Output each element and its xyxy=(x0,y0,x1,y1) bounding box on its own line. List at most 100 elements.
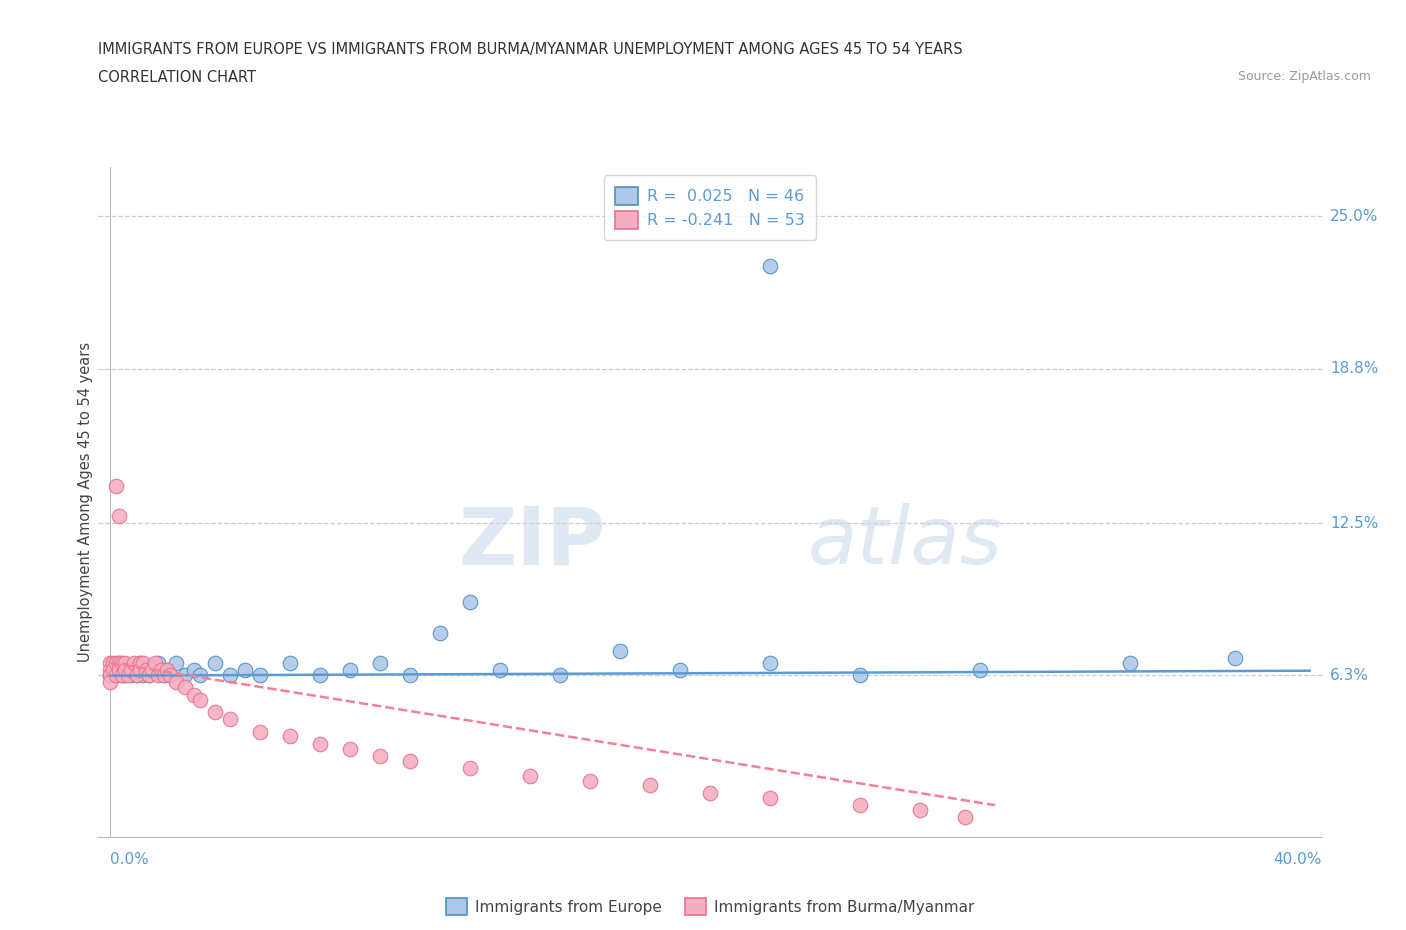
Point xyxy=(669,663,692,678)
Point xyxy=(908,803,931,817)
Point xyxy=(399,753,422,768)
Point xyxy=(105,479,128,494)
Point xyxy=(188,668,211,683)
Point xyxy=(849,798,872,813)
Point xyxy=(159,668,181,683)
Point xyxy=(249,668,271,683)
Point xyxy=(135,660,157,675)
Point xyxy=(145,663,167,678)
Point xyxy=(519,768,541,783)
Point xyxy=(129,663,152,678)
Point xyxy=(1119,656,1142,671)
Point xyxy=(117,660,139,675)
Point xyxy=(458,761,481,776)
Point xyxy=(309,737,332,751)
Point xyxy=(849,668,872,683)
Point xyxy=(108,663,131,678)
Point xyxy=(132,656,155,671)
Point xyxy=(127,668,149,683)
Point xyxy=(124,663,146,678)
Point xyxy=(145,656,167,671)
Text: 40.0%: 40.0% xyxy=(1274,852,1322,867)
Point xyxy=(429,626,451,641)
Text: 12.5%: 12.5% xyxy=(1330,515,1378,530)
Point xyxy=(183,687,205,702)
Point xyxy=(489,663,512,678)
Text: CORRELATION CHART: CORRELATION CHART xyxy=(98,70,256,85)
Point xyxy=(368,656,391,671)
Point xyxy=(339,663,361,678)
Point xyxy=(638,778,661,793)
Text: ZIP: ZIP xyxy=(458,503,606,581)
Point xyxy=(159,668,181,683)
Point xyxy=(309,668,332,683)
Point xyxy=(759,790,782,805)
Point xyxy=(156,663,179,678)
Text: IMMIGRANTS FROM EUROPE VS IMMIGRANTS FROM BURMA/MYANMAR UNEMPLOYMENT AMONG AGES : IMMIGRANTS FROM EUROPE VS IMMIGRANTS FRO… xyxy=(98,42,963,57)
Point xyxy=(609,644,631,658)
Point xyxy=(204,704,226,719)
Point xyxy=(129,663,152,678)
Point xyxy=(249,724,271,739)
Point xyxy=(117,668,139,683)
Point xyxy=(105,656,128,671)
Point xyxy=(103,656,125,671)
Point xyxy=(339,741,361,756)
Point xyxy=(111,668,134,683)
Point xyxy=(132,668,155,683)
Text: 18.8%: 18.8% xyxy=(1330,361,1378,376)
Y-axis label: Unemployment Among Ages 45 to 54 years: Unemployment Among Ages 45 to 54 years xyxy=(77,342,93,662)
Point xyxy=(219,711,242,726)
Point xyxy=(150,663,173,678)
Point xyxy=(114,668,136,683)
Point xyxy=(148,656,170,671)
Point xyxy=(969,663,991,678)
Point xyxy=(219,668,242,683)
Point xyxy=(204,656,226,671)
Point xyxy=(278,729,301,744)
Point xyxy=(458,594,481,609)
Point xyxy=(100,656,122,671)
Point xyxy=(148,668,170,683)
Point xyxy=(153,668,176,683)
Point xyxy=(103,663,125,678)
Point xyxy=(100,663,122,678)
Point xyxy=(108,656,131,671)
Point xyxy=(100,675,122,690)
Point xyxy=(100,668,122,683)
Point xyxy=(127,668,149,683)
Point xyxy=(579,773,602,788)
Point xyxy=(233,663,256,678)
Point xyxy=(111,656,134,671)
Point xyxy=(103,663,125,678)
Point xyxy=(120,663,142,678)
Point xyxy=(368,749,391,764)
Point xyxy=(138,668,160,683)
Text: 6.3%: 6.3% xyxy=(1330,668,1369,683)
Point xyxy=(1223,650,1246,665)
Point xyxy=(188,692,211,707)
Point xyxy=(108,656,131,671)
Point xyxy=(174,668,197,683)
Point xyxy=(153,668,176,683)
Point xyxy=(108,509,131,524)
Point xyxy=(953,810,976,825)
Point xyxy=(699,786,721,801)
Point xyxy=(129,656,152,671)
Point xyxy=(129,656,152,671)
Point xyxy=(141,663,163,678)
Point xyxy=(174,680,197,695)
Point xyxy=(548,668,571,683)
Point xyxy=(135,663,157,678)
Point xyxy=(278,656,301,671)
Point xyxy=(114,663,136,678)
Point xyxy=(120,668,142,683)
Point xyxy=(183,663,205,678)
Point xyxy=(165,675,187,690)
Point xyxy=(156,663,179,678)
Point xyxy=(114,663,136,678)
Point xyxy=(165,656,187,671)
Text: atlas: atlas xyxy=(808,503,1002,581)
Legend: Immigrants from Europe, Immigrants from Burma/Myanmar: Immigrants from Europe, Immigrants from … xyxy=(440,892,980,922)
Point xyxy=(399,668,422,683)
